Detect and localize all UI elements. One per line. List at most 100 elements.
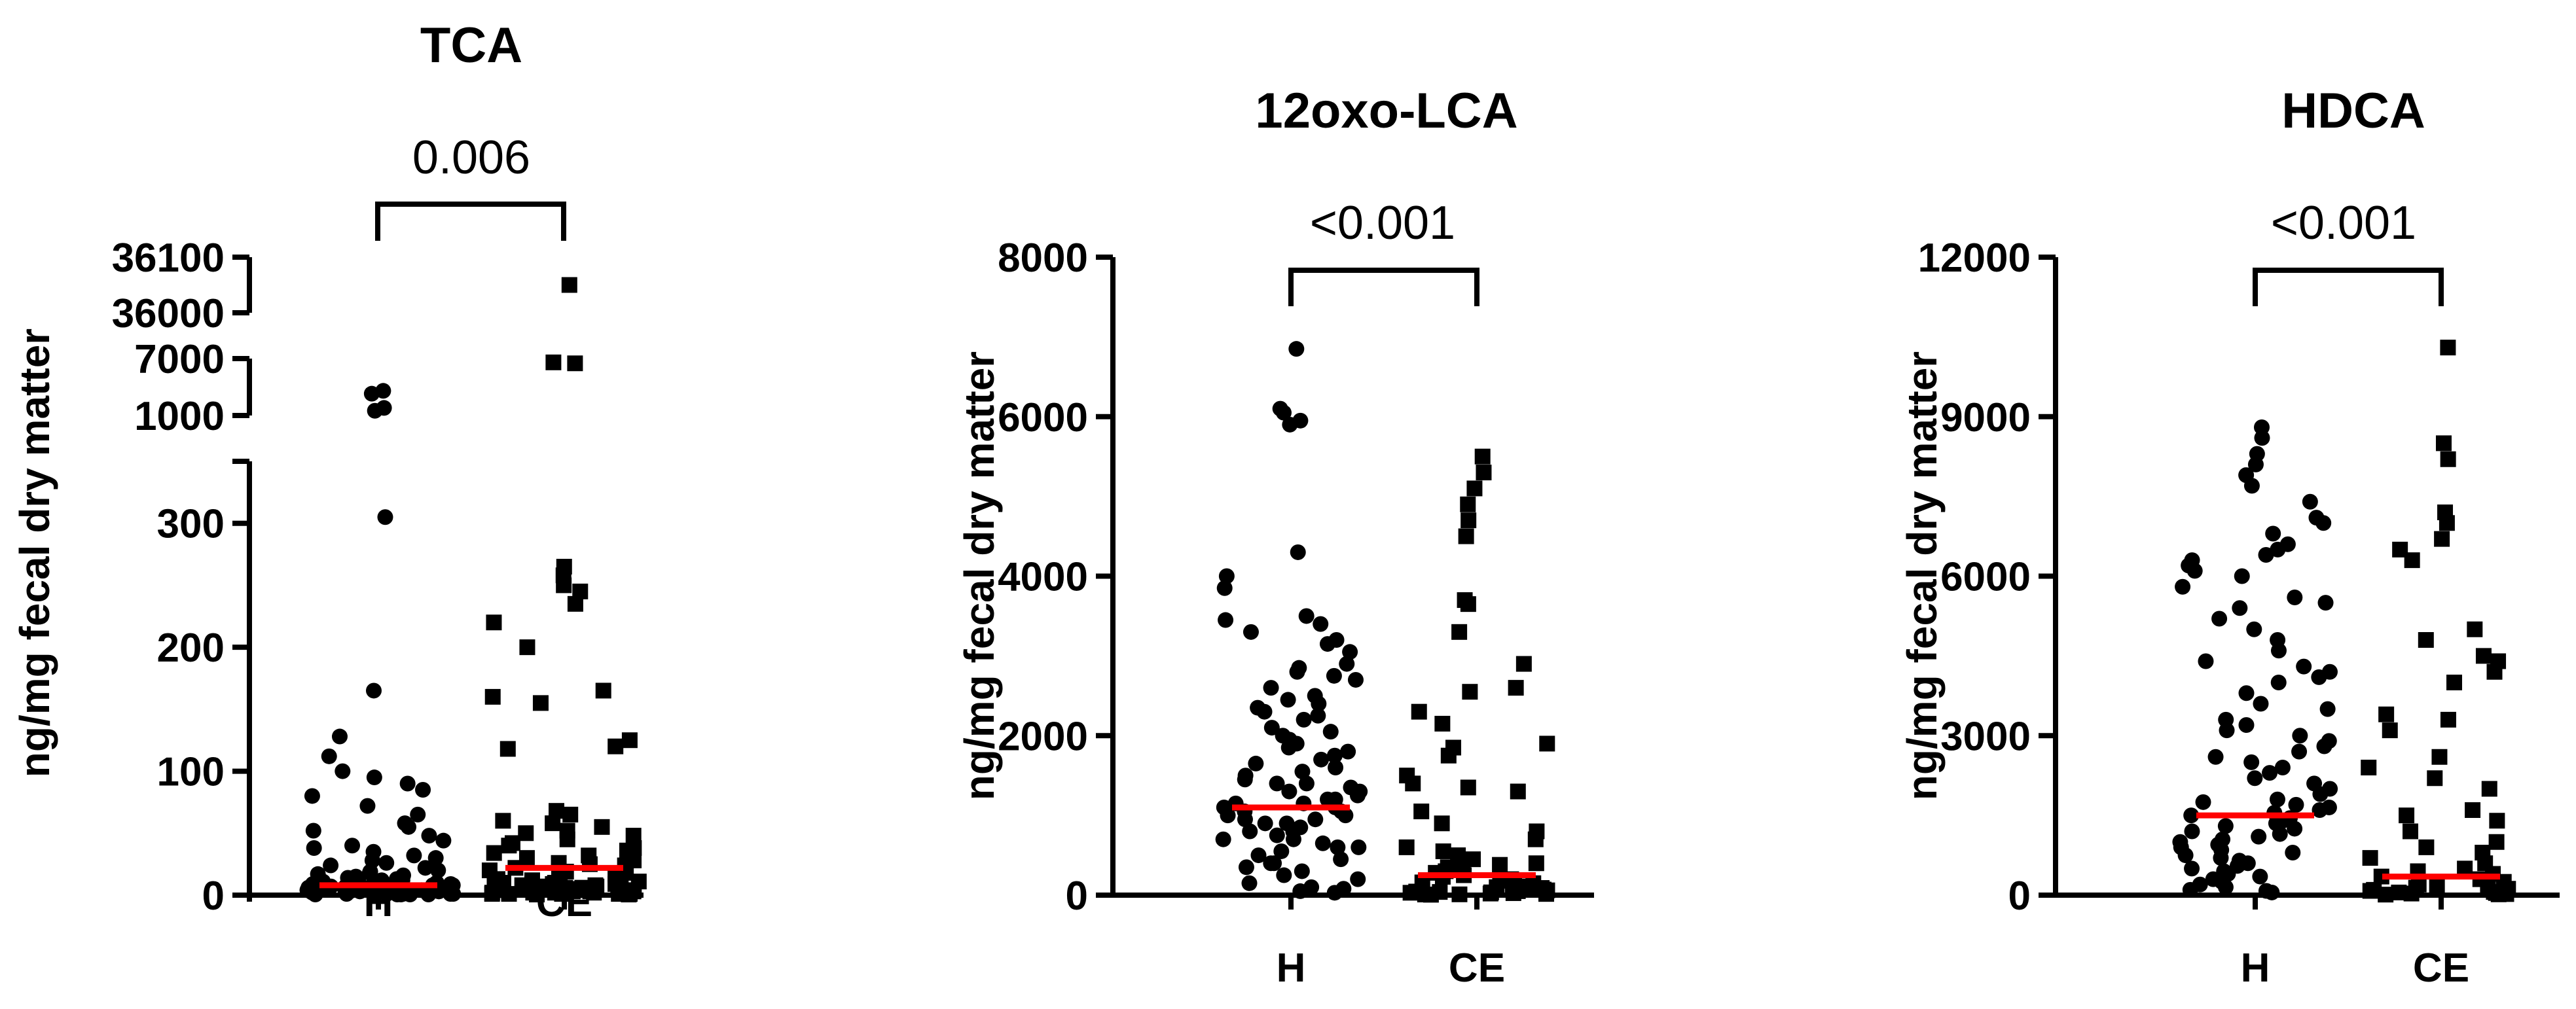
y-tick-label: 8000 [998,236,1088,281]
data-point [2312,802,2328,818]
y-tick-label: 4000 [998,555,1088,600]
data-point [378,855,395,871]
data-point [335,763,351,779]
data-point [1273,843,1290,859]
data-point [2274,760,2291,775]
data-point [2403,885,2420,902]
data-point [2446,675,2463,690]
data-point [401,819,417,835]
data-point [1398,839,1415,855]
data-point [484,688,501,705]
data-point [2361,760,2377,775]
data-point [1482,885,1498,902]
data-point [1322,724,1339,740]
data-point [2207,749,2224,765]
data-point [2312,786,2329,802]
data-point [2217,818,2234,834]
p-value-label: <0.001 [1310,197,1455,249]
data-point [2362,883,2378,899]
data-point [2292,728,2308,744]
data-point [2183,807,2200,824]
data-point [427,850,444,866]
data-point [594,819,610,835]
data-point [2251,828,2267,845]
data-point [2243,754,2260,770]
data-point [1298,608,1315,624]
data-point [420,887,437,903]
data-point [495,813,511,829]
data-point [1326,885,1343,901]
data-point [1337,807,1354,824]
data-point [1307,811,1324,828]
data-point [2440,711,2456,728]
data-point [1296,711,1312,728]
data-point [1451,624,1468,640]
data-point [1538,886,1555,902]
data-point [2404,552,2420,569]
data-point [2247,770,2263,787]
data-point [366,770,382,786]
data-point [2403,823,2419,840]
data-point [1434,815,1450,832]
data-point [2440,451,2456,467]
data-point [2262,765,2278,781]
data-point [1460,512,1477,529]
data-point [1215,831,1231,847]
data-point [410,806,426,823]
data-point [1298,775,1315,792]
data-point [402,887,418,903]
data-point [2291,743,2308,760]
data-point [1350,871,1366,887]
data-point [2475,648,2492,664]
data-point [556,577,572,593]
significance-bracket [2253,268,2444,306]
data-point [2270,643,2287,659]
data-point [1505,885,1521,901]
data-point [486,614,502,631]
data-points [2172,340,2516,903]
data-point [1339,656,1355,672]
data-point [415,781,431,798]
data-point [586,885,602,901]
data-point [2272,826,2288,842]
data-point [445,886,462,902]
data-point [2253,696,2269,712]
data-point [1347,671,1364,688]
data-point [2429,877,2445,894]
data-point [1263,680,1279,696]
data-point [2316,738,2332,754]
x-tick-label-h: H [1277,946,1306,991]
y-axis-label: ng/mg fecal dry matter [956,351,1003,800]
data-point [377,509,393,525]
data-point [2288,796,2304,813]
data-point [2418,839,2435,855]
data-point [1460,779,1476,796]
data-point [1243,624,1259,640]
data-point [2186,563,2203,579]
data-point [305,823,321,839]
data-point [1460,596,1476,612]
data-point [1285,831,1301,847]
data-point [1248,755,1264,771]
data-point [1294,764,1311,780]
x-tick-label-h: H [2241,946,2270,991]
data-point [1238,859,1254,876]
data-point [1263,720,1280,736]
data-point [1330,839,1346,855]
data-point [2184,860,2200,877]
data-point [1405,775,1421,792]
y-axis-label: ng/mg fecal dry matter [1898,351,1946,800]
data-point [1266,855,1282,872]
data-point [2296,658,2312,675]
data-point [595,682,611,699]
data-point [361,864,378,881]
data-point [1269,775,1285,792]
data-point [2319,701,2336,717]
data-point [1492,857,1508,873]
data-point [363,385,380,402]
significance-bracket [375,202,566,241]
data-point [567,595,583,612]
data-point [1289,664,1305,680]
data-point [1319,636,1335,652]
